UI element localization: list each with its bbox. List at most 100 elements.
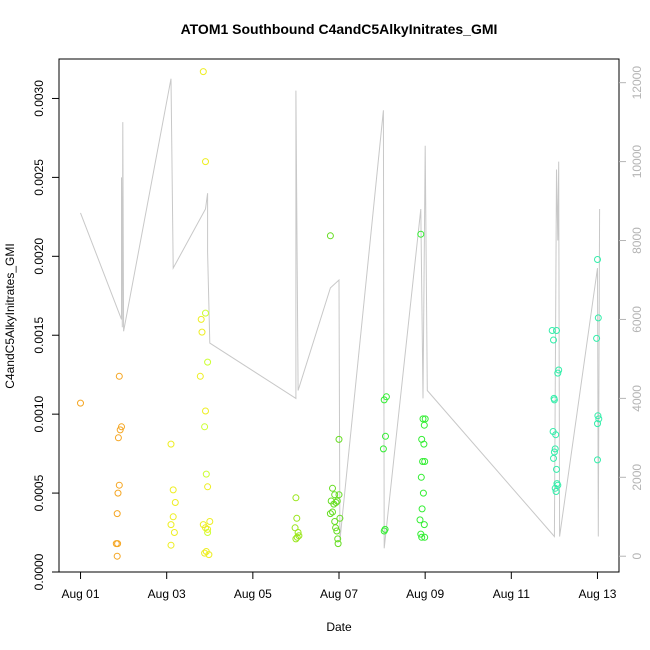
- y-tick-label: 0.0030: [32, 80, 46, 117]
- data-point: [169, 486, 177, 494]
- data-point: [333, 497, 341, 505]
- data-point: [326, 510, 334, 518]
- data-point: [553, 465, 560, 473]
- data-point: [118, 423, 125, 431]
- data-point: [419, 489, 427, 497]
- y-axis-label: C4andC5AlkyInitrates_GMI: [3, 243, 17, 388]
- data-point: [551, 445, 559, 453]
- data-point: [420, 521, 428, 529]
- data-point: [379, 445, 387, 453]
- data-point: [205, 551, 213, 559]
- y2-tick-label: 8000: [630, 227, 644, 254]
- y-tick-label: 0.0020: [32, 238, 46, 275]
- data-point: [292, 494, 300, 502]
- secondary-line: [80, 78, 601, 549]
- y2-tick-label: 2000: [630, 464, 644, 491]
- x-tick-label: Aug 07: [320, 587, 358, 601]
- data-point: [329, 508, 336, 516]
- x-tick-label: Aug 01: [62, 587, 100, 601]
- data-point: [202, 309, 209, 317]
- data-point: [113, 510, 121, 518]
- data-point: [550, 454, 557, 462]
- data-point: [420, 421, 428, 429]
- data-point: [204, 529, 212, 536]
- data-point: [202, 470, 210, 478]
- data-point: [332, 524, 340, 532]
- data-point: [114, 434, 122, 442]
- x-tick-label: Aug 11: [493, 587, 530, 601]
- data-point: [293, 533, 301, 541]
- data-point: [77, 399, 84, 407]
- y2-axis: 0 2000 4000 6000 8000 10000 12000: [619, 66, 644, 560]
- data-point: [167, 440, 175, 448]
- data-point: [554, 481, 562, 489]
- data-point: [201, 423, 209, 431]
- data-point: [594, 420, 601, 428]
- data-point: [202, 407, 209, 415]
- data-point: [550, 396, 558, 404]
- data-point: [116, 426, 124, 434]
- data-point: [554, 369, 562, 377]
- data-point: [113, 552, 121, 560]
- data-point: [594, 412, 602, 420]
- data-point: [594, 256, 601, 263]
- data-point: [553, 327, 560, 334]
- data-point: [417, 473, 425, 481]
- data-point: [329, 484, 336, 492]
- y-axis: 0.0000 0.0005 0.0010 0.0015 0.0020 0.0025 0.00…: [32, 80, 59, 590]
- data-point: [293, 514, 301, 522]
- x-axis: Aug 01 Aug 03 Aug 05 Aug 07 Aug 09 Aug 11 Aug …: [62, 571, 617, 601]
- data-point: [206, 518, 214, 525]
- data-point: [335, 435, 343, 443]
- x-axis-label: Date: [326, 620, 352, 634]
- data-point: [167, 541, 175, 549]
- data-point: [204, 358, 212, 366]
- data-point: [419, 415, 427, 423]
- y2-tick-label: 6000: [630, 306, 644, 333]
- chart-title: ATOM1 Southbound C4andC5AlkyInitrates_GM…: [181, 21, 498, 37]
- data-point: [115, 481, 123, 489]
- x-tick-label: Aug 03: [148, 587, 186, 601]
- data-point: [204, 525, 212, 533]
- data-point: [421, 533, 429, 541]
- data-point: [549, 428, 557, 435]
- data-point: [335, 491, 343, 499]
- y2-tick-label: 10000: [630, 145, 644, 179]
- line-series: [80, 78, 601, 549]
- data-point: [197, 315, 205, 323]
- data-point: [594, 456, 601, 464]
- x-tick-label: Aug 13: [578, 587, 616, 601]
- data-point: [336, 514, 344, 522]
- data-point: [420, 440, 428, 448]
- data-point: [555, 366, 563, 374]
- data-point: [382, 393, 390, 401]
- data-point: [421, 458, 429, 465]
- data-point: [550, 336, 557, 344]
- data-point: [295, 532, 303, 540]
- data-point: [334, 540, 342, 548]
- x-tick-label: Aug 05: [234, 587, 272, 601]
- data-point: [198, 328, 206, 336]
- data-point: [550, 448, 558, 456]
- data-point: [199, 68, 207, 76]
- data-point: [167, 521, 175, 529]
- data-point: [333, 527, 341, 535]
- y-tick-label: 0.0025: [32, 159, 46, 196]
- data-point: [331, 491, 339, 499]
- data-point: [416, 516, 424, 524]
- data-point: [594, 314, 602, 322]
- data-point: [332, 499, 340, 506]
- data-point: [552, 488, 560, 495]
- data-point: [114, 489, 122, 497]
- data-point: [294, 529, 302, 536]
- data-point: [326, 232, 334, 240]
- data-point: [548, 327, 556, 334]
- y-tick-label: 0.0010: [32, 395, 46, 432]
- data-point: [417, 230, 425, 238]
- data-point: [595, 415, 603, 423]
- data-point: [202, 158, 209, 166]
- y-tick-label: 0.0000: [32, 553, 46, 590]
- data-point: [115, 372, 123, 380]
- data-point: [170, 529, 178, 536]
